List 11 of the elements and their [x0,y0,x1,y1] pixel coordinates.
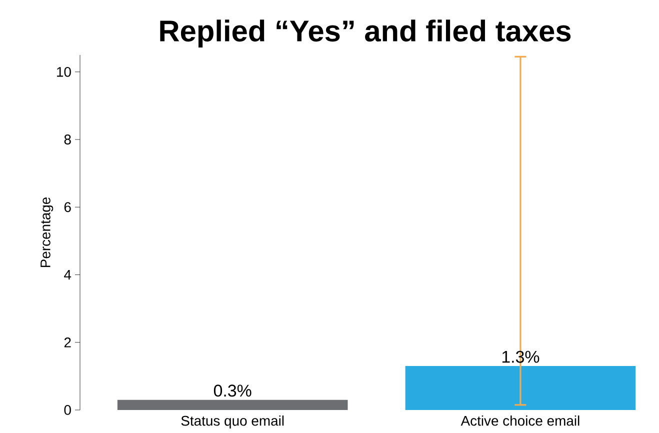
x-tick-label: Status quo email [181,416,284,428]
y-tick-label: 8 [64,134,71,144]
y-tick-label: 4 [64,270,72,280]
y-tick-label: 0 [64,405,71,415]
y-tick-label: 2 [64,337,71,348]
chart-title: Replied “Yes” and filed taxes [160,20,571,48]
y-tick-label: 10 [57,66,71,77]
x-tick-label: Active choice email [460,416,580,426]
y-tick-label: 6 [64,202,71,212]
y-axis-title: Percentage [40,197,54,268]
data-label: 0.3% [214,384,252,397]
